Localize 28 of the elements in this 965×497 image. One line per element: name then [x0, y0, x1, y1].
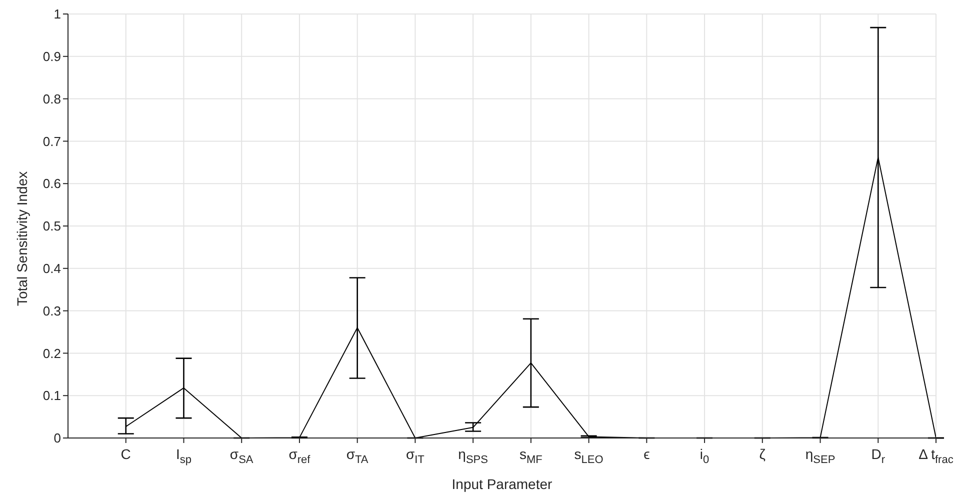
- y-tick-label: 0: [54, 430, 61, 446]
- x-tick-label: I$_{sp}$: [176, 446, 192, 466]
- y-tick-label: 0.8: [42, 91, 61, 106]
- y-tick-label: 0.7: [42, 134, 61, 149]
- x-tick-label: σ$_{IT}$: [406, 446, 425, 466]
- y-tick-label: 0.2: [42, 346, 61, 361]
- x-tick-label: s$_{MF}$: [519, 446, 543, 466]
- x-tick-label: s$_{LEO}$: [574, 446, 604, 466]
- y-tick-label: 0.6: [42, 176, 61, 192]
- x-tick-label: σ$_{ref}$: [288, 446, 312, 466]
- y-tick-label: 0.9: [42, 49, 61, 64]
- x-tick-label: σ$_{SA}$: [230, 446, 254, 466]
- x-tick-label: ζ: [759, 446, 766, 462]
- y-tick-label: 0.1: [42, 388, 61, 404]
- x-axis-title: Input Parameter: [452, 476, 553, 492]
- x-tick-label: η$_{SEP}$: [805, 446, 836, 466]
- x-tick-label: D$_{r}$: [871, 446, 886, 466]
- x-tick-label: i$_{0}$: [700, 446, 710, 466]
- x-tick-label: σ$_{TA}$: [346, 446, 369, 466]
- y-tick-label: 1: [54, 6, 61, 22]
- x-tick-label: ϵ: [644, 446, 650, 462]
- x-tick-label: Δ t$_{frac}$: [918, 446, 954, 466]
- y-tick-label: 0.3: [42, 303, 61, 318]
- y-tick-label: 0.5: [42, 218, 61, 234]
- x-tick-label: C: [120, 446, 131, 462]
- y-tick-label: 0.4: [42, 261, 61, 276]
- y-axis-title: Total Sensitivity Index: [14, 171, 30, 306]
- x-tick-label: η$_{SPS}$: [458, 446, 488, 466]
